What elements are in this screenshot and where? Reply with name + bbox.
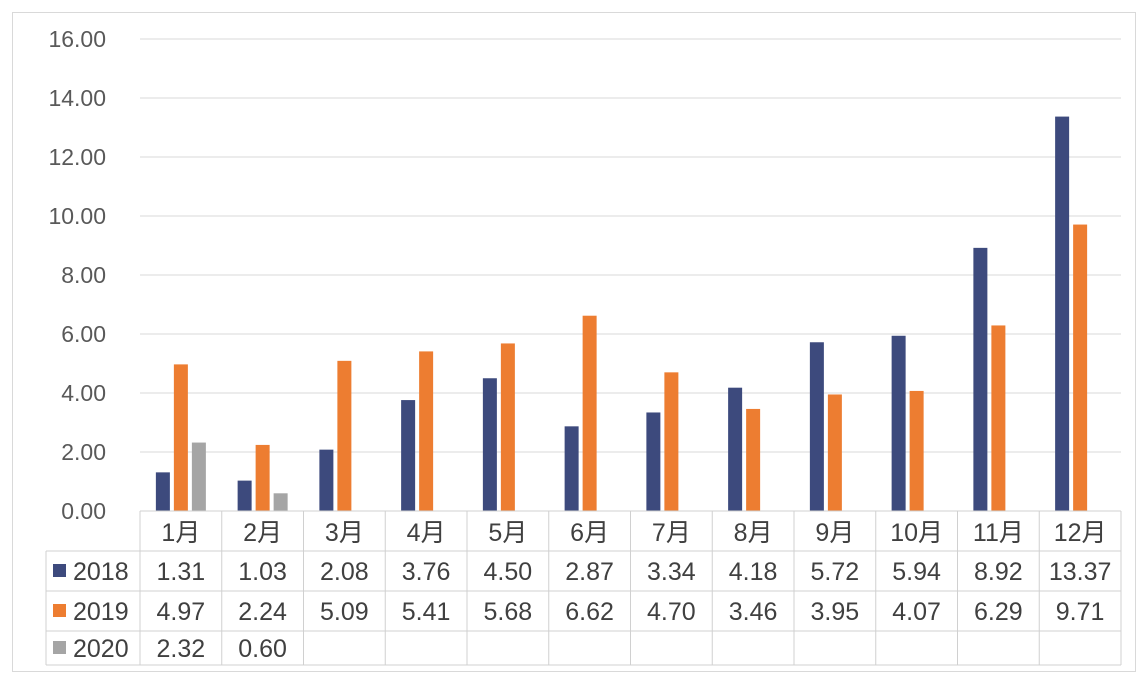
bar-2018-3 [319,449,334,511]
category-label: 10月 [890,519,943,547]
legend-label-2020: 2020 [73,635,129,663]
bar-2018-9 [809,342,824,511]
bar-2018-7 [646,412,661,511]
bar-2019-1 [173,364,188,511]
bar-2019-5 [500,343,515,511]
table-cell-value: 2.08 [320,558,369,586]
category-label: 5月 [488,519,527,547]
chart-frame [12,12,1136,672]
bar-2019-6 [582,315,597,511]
table-cell-value: 2.87 [565,558,614,586]
category-label: 12月 [1054,519,1107,547]
table-cell-value: 6.62 [565,598,614,626]
table-cell-value: 3.34 [647,558,696,586]
table-cell-value: 5.09 [320,598,369,626]
table-cell-value: 13.37 [1049,558,1112,586]
table-cell-value: 3.46 [729,598,778,626]
category-label: 2月 [243,519,282,547]
bar-2019-10 [909,390,924,511]
table-cell-value: 4.50 [484,558,533,586]
bar-2018-10 [891,335,906,511]
table-cell-value: 8.92 [974,558,1023,586]
legend-key-2019 [53,604,66,617]
category-label: 8月 [734,519,773,547]
bar-2018-12 [1055,116,1070,512]
bar-2018-1 [155,472,170,511]
bar-2018-11 [973,247,988,512]
legend-label-2018: 2018 [73,558,129,586]
y-tick-label: 10.00 [48,203,106,229]
y-tick-label: 16.00 [48,26,106,52]
bar-2018-4 [401,400,416,511]
category-label: 9月 [815,519,854,547]
bar-2019-2 [255,444,270,511]
bar-2020-2 [273,493,288,511]
legend-label-2019: 2019 [73,598,129,626]
bar-2018-2 [237,480,252,511]
category-label: 6月 [570,519,609,547]
y-tick-label: 8.00 [61,262,106,288]
table-cell-value: 5.72 [811,558,860,586]
category-label: 1月 [161,519,200,547]
table-cell-value: 1.31 [157,558,206,586]
legend-key-2020 [53,641,66,654]
table-cell-value: 5.41 [402,598,451,626]
table-cell-value: 6.29 [974,598,1023,626]
table-cell-value: 4.18 [729,558,778,586]
table-cell-value: 4.70 [647,598,696,626]
bar-2019-8 [746,408,761,511]
bar-2020-1 [191,442,206,511]
table-cell-value: 4.97 [157,598,206,626]
y-tick-label: 6.00 [61,321,106,347]
y-tick-label: 2.00 [61,439,106,465]
table-cell-value: 3.76 [402,558,451,586]
bar-2019-12 [1073,224,1088,511]
bar-2019-4 [419,351,434,511]
category-label: 7月 [652,519,691,547]
category-label: 3月 [325,519,364,547]
y-tick-label: 14.00 [48,85,106,111]
y-tick-label: 0.00 [61,498,106,524]
bar-2018-8 [728,387,743,511]
table-cell-value: 5.94 [892,558,941,586]
bar-2019-3 [337,360,352,511]
bar-2019-11 [991,325,1006,511]
category-label: 4月 [407,519,446,547]
table-cell-value: 3.95 [811,598,860,626]
table-cell-value: 2.24 [238,598,287,626]
y-tick-label: 4.00 [61,380,106,406]
bar-2019-7 [664,372,679,511]
table-cell-value: 4.07 [892,598,941,626]
bar-2018-5 [482,378,497,511]
bar-2019-9 [827,394,842,511]
table-cell-value: 0.60 [238,635,287,663]
table-cell-value: 1.03 [238,558,287,586]
table-cell-value: 5.68 [484,598,533,626]
category-label: 11月 [973,519,1024,547]
y-tick-label: 12.00 [48,144,106,170]
table-cell-value: 2.32 [157,635,206,663]
table-cell-value: 9.71 [1056,598,1105,626]
legend-key-2018 [53,564,66,577]
bar-2018-6 [564,426,579,511]
